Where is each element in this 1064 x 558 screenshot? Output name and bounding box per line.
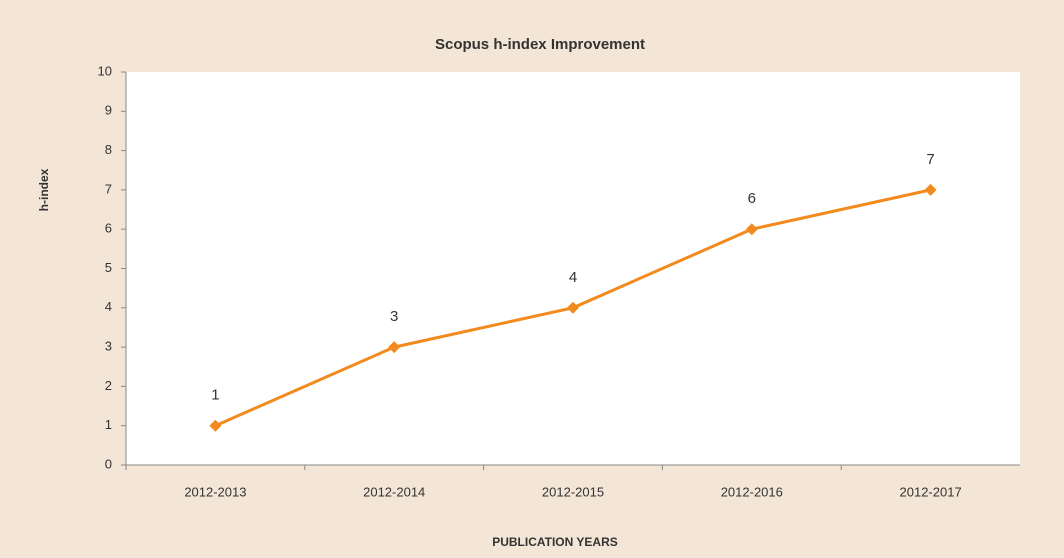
data-label: 6 (748, 190, 756, 207)
y-tick-label: 0 (105, 456, 112, 471)
point (209, 419, 222, 432)
x-tick-label: 2012-2016 (721, 484, 783, 499)
point (388, 341, 401, 354)
y-tick-label: 4 (105, 299, 112, 314)
point (567, 301, 579, 314)
x-tick-label: 2012-2017 (900, 484, 962, 499)
data-label: 3 (390, 308, 398, 325)
x-tick-label: 2012-2013 (184, 484, 246, 499)
y-tick-label: 7 (105, 181, 112, 196)
point (924, 183, 937, 196)
y-tick-label: 3 (105, 339, 112, 354)
data-label: 7 (926, 151, 934, 168)
y-tick-label: 2 (105, 378, 112, 393)
y-tick-label: 10 (98, 63, 112, 78)
y-axis-label: h-index (37, 168, 51, 211)
y-tick-label: 6 (105, 221, 112, 236)
data-label: 4 (569, 269, 577, 286)
x-tick-label: 2012-2014 (363, 484, 425, 499)
chart-title: Scopus h-index Improvement (435, 36, 645, 53)
x-tick-label: 2012-2015 (542, 484, 604, 499)
y-tick-label: 5 (105, 260, 112, 275)
data-label: 1 (211, 387, 219, 404)
point (745, 223, 758, 236)
y-tick-label: 9 (105, 103, 112, 118)
x-axis-label: PUBLICATION YEARS (492, 535, 618, 549)
y-tick-label: 1 (105, 417, 112, 432)
y-tick-label: 8 (105, 142, 112, 157)
